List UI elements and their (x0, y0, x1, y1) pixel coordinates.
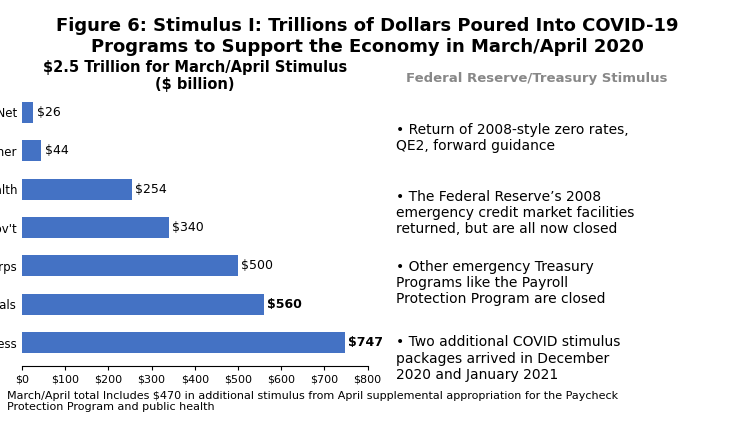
Text: $2.5 Trillion for March/April Stimulus
($ billion): $2.5 Trillion for March/April Stimulus (… (43, 60, 347, 92)
Text: • Return of 2008-style zero rates,
QE2, forward guidance: • Return of 2008-style zero rates, QE2, … (396, 123, 628, 153)
Text: $44: $44 (45, 144, 68, 157)
Bar (22, 332, 345, 353)
Text: Figure 6: Stimulus I: Trillions of Dollars Poured Into COVID-19
Programs to Supp: Figure 6: Stimulus I: Trillions of Dolla… (57, 17, 678, 55)
Text: March/April total Includes $470 in additional stimulus from April supplemental a: March/April total Includes $470 in addit… (7, 391, 618, 412)
Bar (22, 293, 264, 315)
Bar (22, 178, 132, 200)
Bar (22, 102, 33, 123)
Text: $254: $254 (135, 182, 167, 196)
Text: • Two additional COVID stimulus
packages arrived in December
2020 and January 20: • Two additional COVID stimulus packages… (396, 335, 620, 382)
Text: $560: $560 (268, 298, 302, 311)
Bar (22, 217, 169, 238)
Text: • Other emergency Treasury
Programs like the Payroll
Protection Program are clos: • Other emergency Treasury Programs like… (396, 260, 606, 306)
Bar (22, 140, 41, 161)
Text: $26: $26 (37, 106, 60, 119)
Text: • The Federal Reserve’s 2008
emergency credit market facilities
returned, but ar: • The Federal Reserve’s 2008 emergency c… (396, 190, 634, 236)
Bar (22, 255, 238, 277)
Text: Federal Reserve/Treasury Stimulus: Federal Reserve/Treasury Stimulus (406, 71, 668, 85)
Text: $747: $747 (348, 336, 383, 349)
Text: $500: $500 (241, 259, 273, 273)
Text: $340: $340 (172, 221, 204, 234)
